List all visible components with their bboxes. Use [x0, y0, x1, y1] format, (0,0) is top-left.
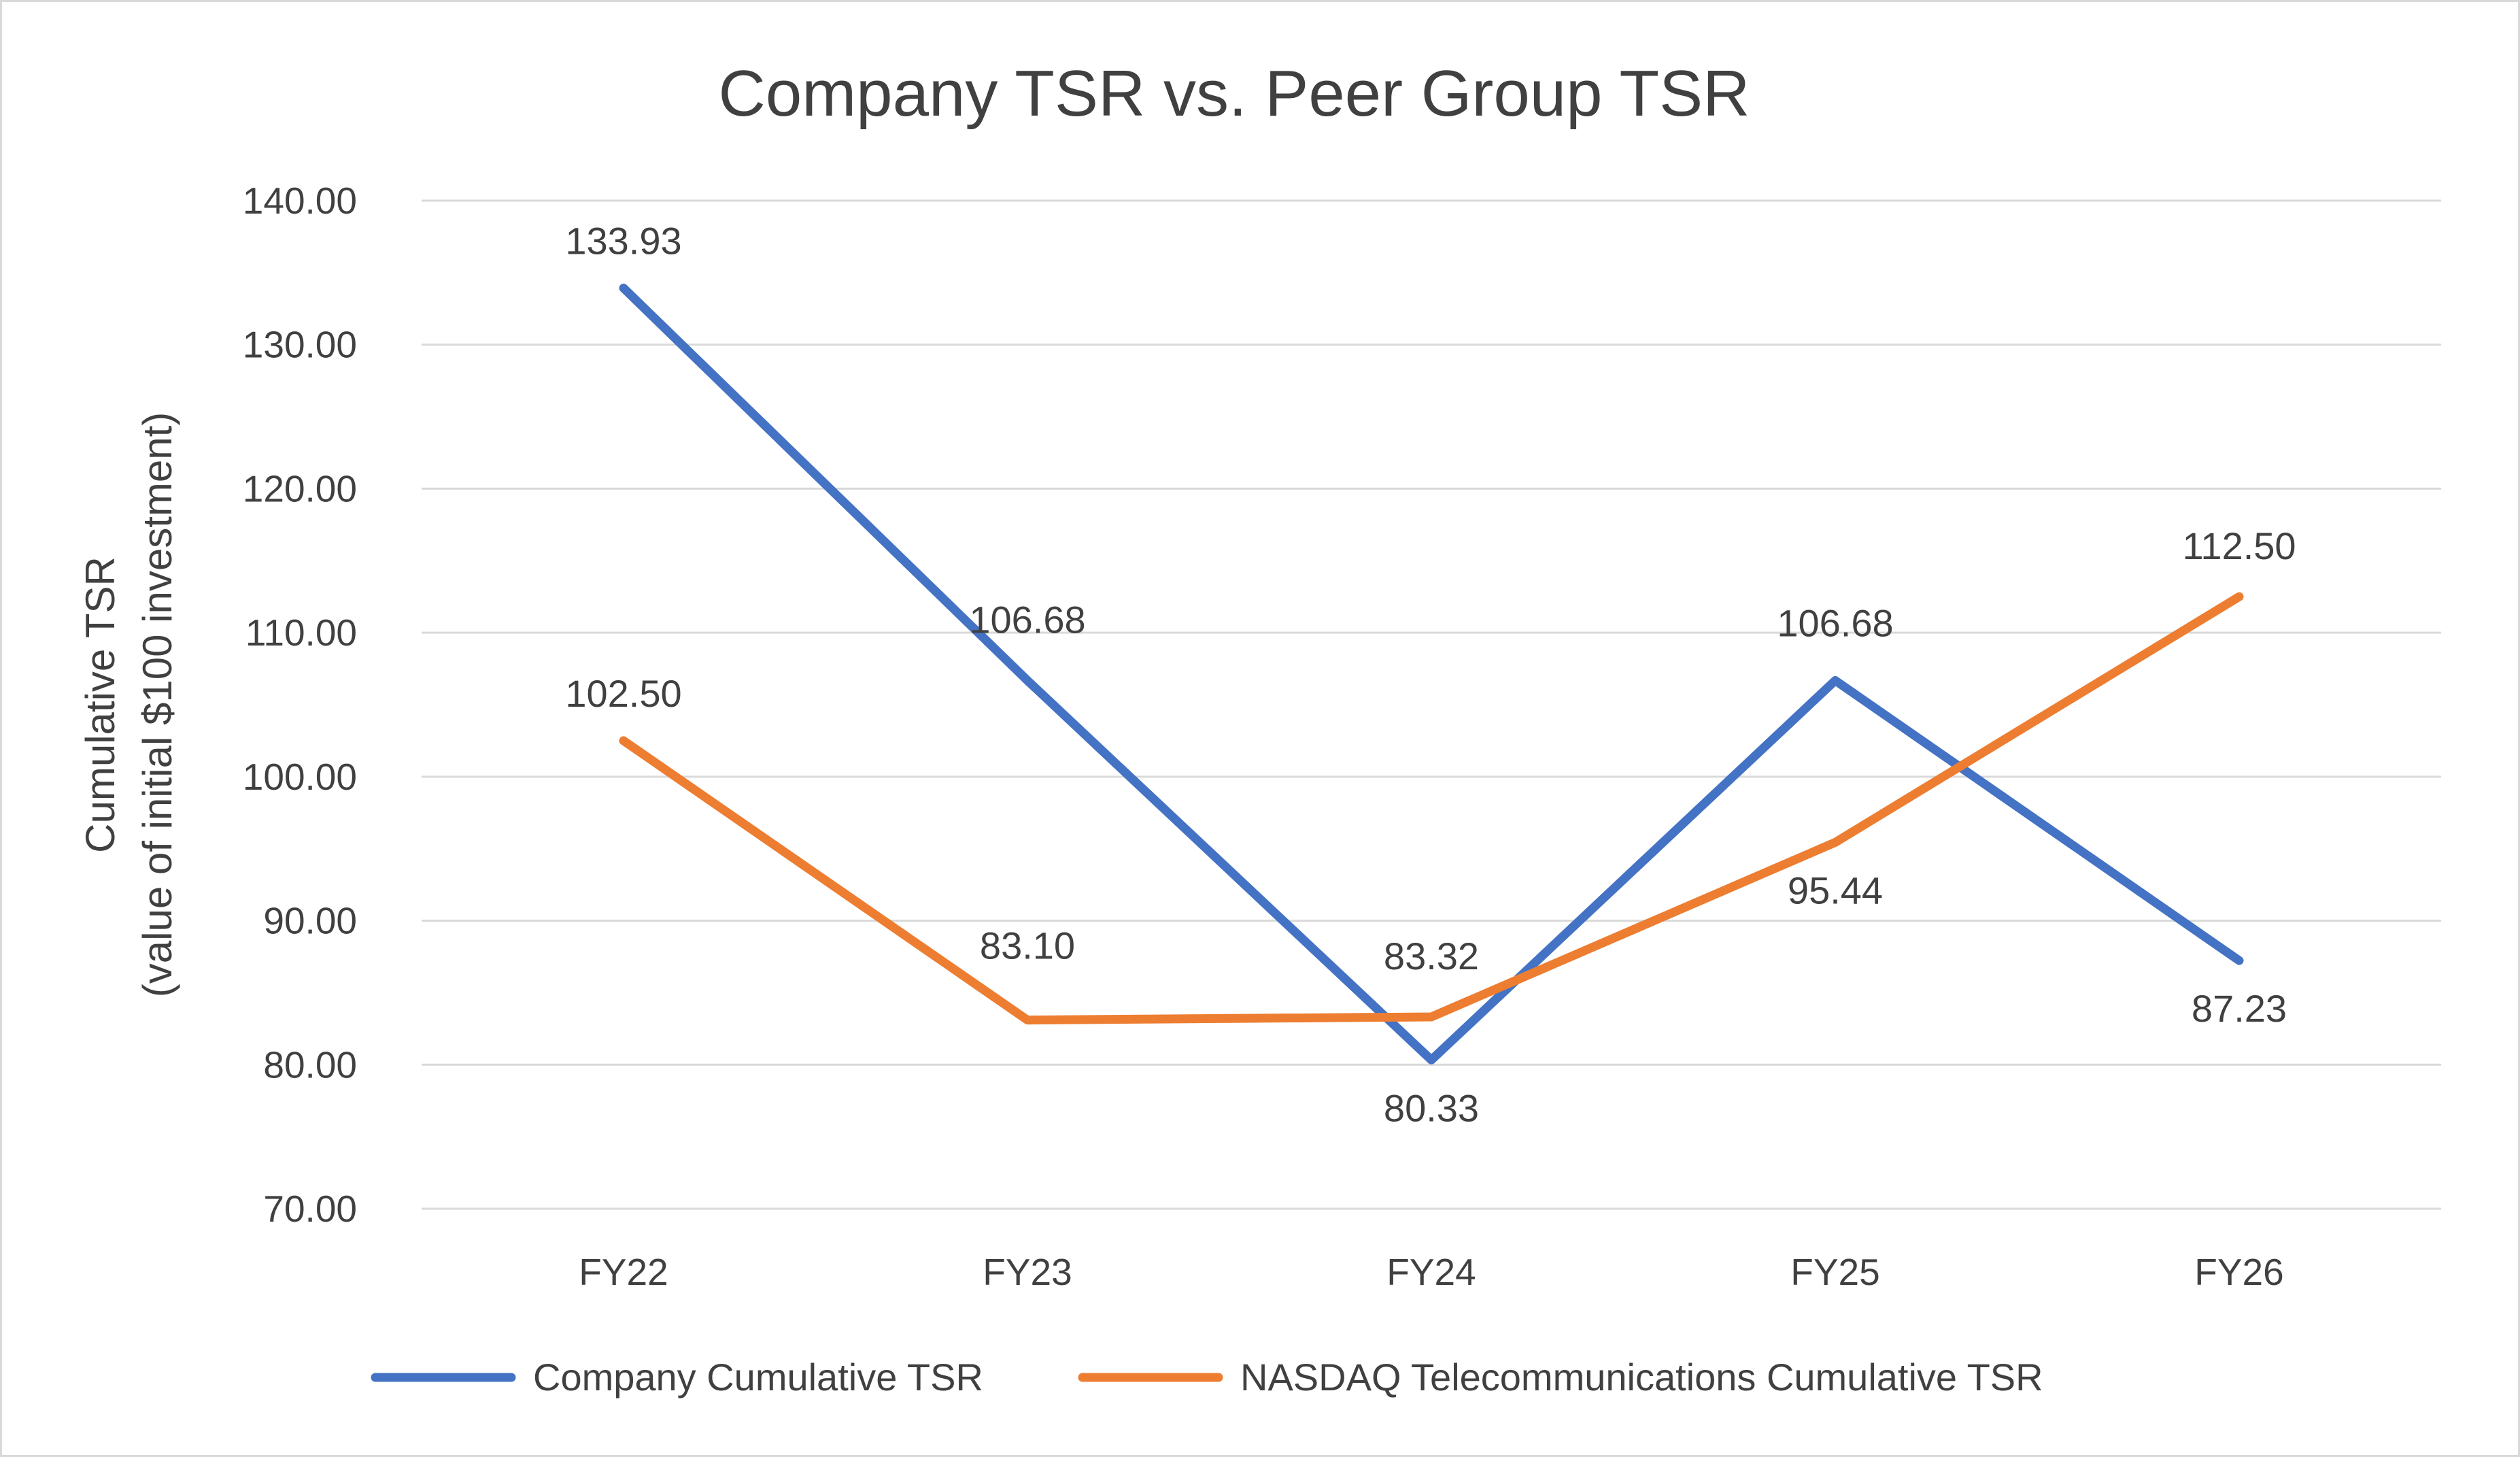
y-tick-label: 100.00 — [243, 756, 357, 798]
data-label: 102.50 — [565, 672, 681, 715]
y-axis-label: Cumulative TSR — [78, 556, 123, 853]
data-label: 106.68 — [1777, 601, 1893, 644]
y-axis-label-line2: (value of initial $100 investment) — [135, 412, 180, 997]
y-tick-labels: 70.00 80.00 90.00 100.00 110.00 120.00 130.00 1… — [243, 180, 357, 1230]
data-label: 106.68 — [969, 598, 1085, 641]
series-line-1 — [619, 592, 2244, 1025]
legend: Company Cumulative TSR NASDAQ Telecommuni… — [371, 1356, 2043, 1399]
data-label: 80.33 — [1384, 1086, 1479, 1129]
x-tick-label: FY23 — [983, 1251, 1072, 1293]
y-axis-label-secondary: (value of initial $100 investment) — [135, 412, 180, 997]
y-tick-label: 80.00 — [263, 1043, 357, 1086]
data-label: 83.32 — [1384, 935, 1479, 977]
gridlines — [422, 199, 2441, 1210]
x-tick-label: FY26 — [2194, 1251, 2283, 1293]
y-tick-label: 110.00 — [245, 612, 357, 654]
data-label: 133.93 — [565, 220, 681, 263]
data-label: 95.44 — [1788, 869, 1883, 911]
series-lines — [619, 284, 2244, 1065]
series-line-0 — [619, 284, 2244, 1065]
x-tick-label: FY22 — [579, 1251, 668, 1293]
y-tick-label: 120.00 — [243, 467, 357, 509]
legend-label-1: NASDAQ Telecommunications Cumulative TSR — [1240, 1356, 2043, 1399]
data-labels: 133.93 106.68 80.33 106.68 87.23 102.50 83.10 8… — [565, 220, 2296, 1130]
x-tick-label: FY24 — [1386, 1251, 1476, 1293]
y-tick-label: 90.00 — [263, 900, 357, 942]
y-tick-label: 130.00 — [243, 324, 357, 366]
data-label: 87.23 — [2192, 987, 2287, 1030]
x-tick-labels: FY22 FY23 FY24 FY25 FY26 — [579, 1251, 2283, 1293]
x-tick-label: FY25 — [1790, 1251, 1879, 1293]
chart-title: Company TSR vs. Peer Group TSR — [718, 57, 1750, 130]
y-tick-label: 70.00 — [263, 1188, 357, 1230]
legend-label-0: Company Cumulative TSR — [533, 1356, 983, 1399]
y-axis-label-line1: Cumulative TSR — [78, 556, 123, 853]
y-tick-label: 140.00 — [243, 180, 357, 222]
data-label: 83.10 — [980, 924, 1075, 967]
data-label: 112.50 — [2182, 524, 2296, 567]
